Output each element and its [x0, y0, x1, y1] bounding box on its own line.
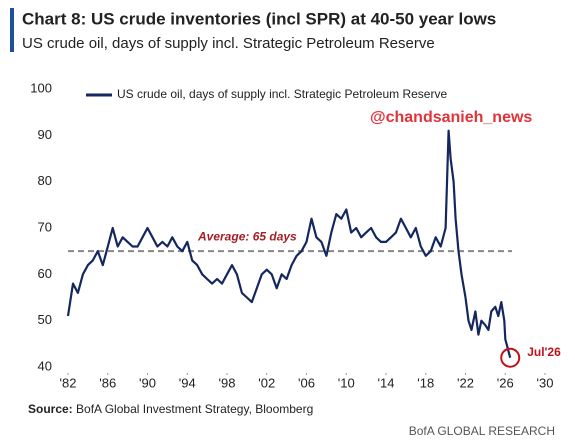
footer: BofA GLOBAL RESEARCH: [409, 424, 555, 438]
x-tick-label: '22: [457, 375, 474, 390]
chart-title: Chart 8: US crude inventories (incl SPR)…: [22, 9, 496, 28]
x-tick-label: '06: [298, 375, 315, 390]
y-tick-label: 70: [38, 219, 52, 234]
watermark: @chandsanieh_news: [370, 109, 532, 126]
x-tick-label: '86: [99, 375, 116, 390]
y-tick-label: 50: [38, 312, 52, 327]
x-tick-label: '26: [497, 375, 514, 390]
legend-label: US crude oil, days of supply incl. Strat…: [117, 87, 447, 101]
callout-circle: [500, 347, 521, 368]
x-tick-label: '90: [139, 375, 156, 390]
x-tick-label: '82: [60, 375, 77, 390]
x-tick-label: '18: [417, 375, 434, 390]
y-tick-label: 60: [38, 266, 52, 281]
source-text: BofA Global Investment Strategy, Bloombe…: [76, 402, 313, 416]
x-tick-label: '98: [219, 375, 236, 390]
callout-label: Jul'26: [527, 345, 561, 359]
x-tick-label: '30: [537, 375, 554, 390]
x-tick-label: '14: [378, 375, 395, 390]
chart-subtitle: US crude oil, days of supply incl. Strat…: [22, 35, 435, 52]
data-line: [66, 129, 512, 358]
y-tick-label: 80: [38, 173, 52, 188]
x-tick-label: '10: [338, 375, 355, 390]
y-tick-label: 90: [38, 127, 52, 142]
source-label: Source:: [28, 402, 73, 416]
source: Source: BofA Global Investment Strategy,…: [28, 402, 313, 416]
x-tick-label: '02: [258, 375, 275, 390]
y-tick-label: 40: [38, 358, 52, 373]
y-tick-label: 100: [30, 80, 52, 95]
title-bar: [10, 8, 14, 52]
x-tick-label: '94: [179, 375, 196, 390]
average-label: Average: 65 days: [197, 229, 297, 243]
